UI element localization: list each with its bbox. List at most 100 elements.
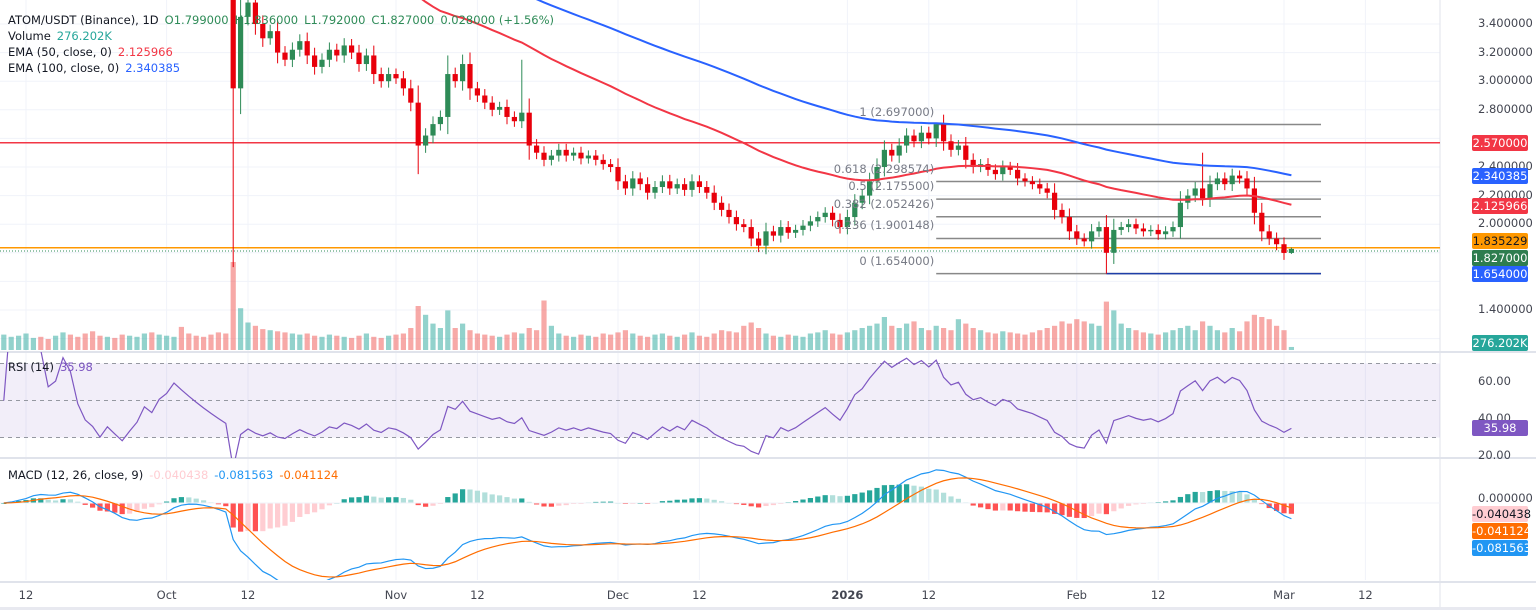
macd-histogram-bar xyxy=(297,503,303,517)
candle xyxy=(534,145,540,153)
candle xyxy=(630,178,636,189)
volume-bar xyxy=(837,334,843,350)
ema100-legend: EMA (100, close, 0) 2.340385 xyxy=(8,60,186,76)
price-badge: 276.202K xyxy=(1472,335,1528,351)
macd-histogram-bar xyxy=(201,500,207,503)
bottom-bar xyxy=(0,607,1536,610)
candle xyxy=(400,78,406,89)
macd-histogram-bar xyxy=(1222,490,1228,503)
candle xyxy=(1244,178,1250,189)
macd-histogram-bar xyxy=(593,501,599,503)
volume-bar xyxy=(704,336,710,350)
macd-hist-value: -0.040438 xyxy=(149,468,209,482)
macd-label: MACD (12, 26, close, 9) xyxy=(8,468,144,482)
price-axis-label: 3.400000 xyxy=(1478,16,1533,30)
macd-signal-line xyxy=(3,477,1292,578)
volume-bar xyxy=(238,308,244,350)
candle xyxy=(319,59,325,67)
volume-bar xyxy=(881,317,887,350)
volume-bar xyxy=(978,330,984,350)
candle xyxy=(304,41,310,56)
candle xyxy=(1059,209,1065,218)
volume-bar xyxy=(696,335,702,350)
volume-bar xyxy=(719,330,725,350)
candle xyxy=(1288,248,1294,253)
volume-bar xyxy=(778,336,784,350)
volume-bar xyxy=(1089,323,1095,350)
volume-bar xyxy=(23,333,29,350)
candle xyxy=(297,41,303,50)
candle xyxy=(726,209,732,218)
candle xyxy=(918,132,924,142)
macd-histogram-bar xyxy=(904,484,910,503)
volume-bar xyxy=(171,336,177,350)
macd-histogram-bar xyxy=(756,503,762,508)
volume-bar xyxy=(711,333,717,350)
candle xyxy=(378,74,384,82)
price-axis-label: 3.200000 xyxy=(1478,44,1533,59)
volume-bar xyxy=(985,332,991,350)
volume-bar xyxy=(904,323,910,350)
macd-histogram-bar xyxy=(467,489,473,503)
candle xyxy=(482,95,488,103)
macd-histogram-bar xyxy=(1126,503,1132,506)
macd-histogram-bar xyxy=(1111,503,1117,512)
macd-histogram-bar xyxy=(238,503,244,532)
candle xyxy=(541,152,547,160)
price-badge: 1.835229 xyxy=(1472,232,1528,249)
macd-histogram-bar xyxy=(689,498,695,503)
volume-bar xyxy=(504,334,510,350)
volume-bar xyxy=(800,336,806,350)
candle xyxy=(363,55,369,65)
volume-bar xyxy=(186,333,192,350)
volume-bar xyxy=(289,333,295,350)
candle xyxy=(386,74,392,82)
volume-bar xyxy=(941,328,947,350)
volume-bar xyxy=(1015,333,1021,350)
volume-bar xyxy=(630,333,636,350)
volume-bar xyxy=(911,321,917,350)
macd-histogram-bar xyxy=(667,500,673,503)
volume-bar xyxy=(430,323,436,350)
candle xyxy=(1044,188,1050,193)
price-badge: 1.827000 xyxy=(1472,249,1528,266)
macd-histogram-bar xyxy=(704,498,710,503)
time-axis-label: 12 xyxy=(1358,588,1373,602)
macd-histogram-bar xyxy=(363,495,369,503)
volume-bar xyxy=(970,328,976,350)
candle xyxy=(452,74,458,82)
volume-bar xyxy=(201,336,207,350)
time-axis-label: 12 xyxy=(470,588,485,602)
volume-bar xyxy=(474,333,480,350)
macd-histogram-bar xyxy=(415,503,421,506)
macd-histogram-bar xyxy=(90,503,96,508)
volume-bar xyxy=(164,335,170,350)
macd-histogram-bar xyxy=(1207,490,1213,503)
macd-histogram-bar xyxy=(933,489,939,503)
macd-histogram-bar xyxy=(38,498,44,503)
macd-histogram-bar xyxy=(164,501,170,503)
candle xyxy=(1170,227,1176,232)
macd-histogram-bar xyxy=(452,493,458,503)
ema50-value: 2.125966 xyxy=(117,45,173,59)
time-axis-label: 12 xyxy=(18,588,34,602)
candle xyxy=(807,221,813,226)
volume-bar xyxy=(341,336,347,350)
volume-bar xyxy=(230,262,236,350)
time-axis-label: 12 xyxy=(240,588,256,602)
candle xyxy=(334,49,340,56)
candle xyxy=(282,52,288,60)
volume-bar xyxy=(1111,310,1117,350)
macd-line xyxy=(3,469,1292,580)
volume-bar xyxy=(741,325,747,350)
macd-histogram-bar xyxy=(748,503,754,507)
time-axis-label: Dec xyxy=(606,588,630,602)
rsi-legend: RSI (14) 35.98 xyxy=(8,359,99,375)
candle xyxy=(445,74,451,117)
volume-bar xyxy=(193,335,199,350)
volume-bar xyxy=(1037,330,1043,350)
volume-bar xyxy=(659,333,665,350)
macd-histogram-bar xyxy=(156,503,162,505)
candle xyxy=(652,187,658,193)
